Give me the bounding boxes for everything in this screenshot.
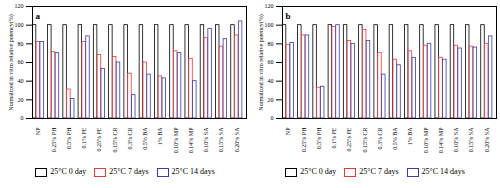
svg-text:0: 0 bbox=[21, 115, 24, 121]
svg-text:0.15% SA: 0.15% SA bbox=[468, 127, 474, 152]
svg-text:0.25% PE: 0.25% PE bbox=[346, 127, 352, 151]
html-text:25°C 0 day: 25°C 0 day bbox=[300, 167, 337, 177]
svg-text:0.5% BA: 0.5% BA bbox=[392, 127, 398, 150]
svg-text:0.25% PH: 0.25% PH bbox=[51, 127, 57, 152]
svg-text:0.15% SA: 0.15% SA bbox=[218, 127, 224, 152]
html-text:25°C 7 days: 25°C 7 days bbox=[359, 167, 399, 177]
svg-text:NP: NP bbox=[35, 127, 41, 135]
svg-text:b: b bbox=[286, 11, 291, 21]
svg-text:120: 120 bbox=[265, 3, 274, 9]
svg-text:0.3% CR: 0.3% CR bbox=[377, 128, 383, 150]
svg-text:0.3% CR: 0.3% CR bbox=[127, 128, 133, 150]
svg-text:100: 100 bbox=[15, 22, 24, 28]
svg-text:0.10% MP: 0.10% MP bbox=[173, 127, 179, 153]
svg-text:0.5% BA: 0.5% BA bbox=[142, 127, 148, 150]
svg-text:40: 40 bbox=[18, 78, 24, 84]
svg-text:0.5% PH: 0.5% PH bbox=[66, 127, 72, 149]
svg-text:0.20% SA: 0.20% SA bbox=[484, 127, 490, 152]
svg-text:Normalized in vitro relative p: Normalized in vitro relative potency(%) bbox=[8, 14, 15, 110]
svg-text:0.1% PE: 0.1% PE bbox=[81, 127, 87, 148]
svg-text:120: 120 bbox=[15, 3, 24, 9]
svg-text:80: 80 bbox=[268, 41, 274, 47]
svg-text:a: a bbox=[36, 11, 41, 21]
svg-text:0.5% PH: 0.5% PH bbox=[316, 127, 322, 149]
svg-text:60: 60 bbox=[268, 59, 274, 65]
svg-text:0.14% MP: 0.14% MP bbox=[438, 127, 444, 153]
svg-text:0.20% SA: 0.20% SA bbox=[234, 127, 240, 152]
html-text:25°C 0 day: 25°C 0 day bbox=[50, 167, 87, 177]
svg-text:20: 20 bbox=[18, 97, 24, 103]
svg-text:20: 20 bbox=[268, 97, 274, 103]
svg-text:0.25% PH: 0.25% PH bbox=[301, 127, 307, 152]
svg-text:1% BA: 1% BA bbox=[407, 127, 413, 146]
html-text:25°C 14 days: 25°C 14 days bbox=[421, 167, 465, 177]
svg-text:40: 40 bbox=[268, 78, 274, 84]
svg-text:0.14% MP: 0.14% MP bbox=[188, 127, 194, 153]
svg-text:1% BA: 1% BA bbox=[157, 127, 163, 146]
svg-text:NP: NP bbox=[285, 127, 291, 135]
svg-text:0: 0 bbox=[271, 115, 274, 121]
svg-text:0.25% PE: 0.25% PE bbox=[96, 127, 102, 151]
html-text:25°C 14 days: 25°C 14 days bbox=[171, 167, 215, 177]
svg-text:0.15% CR: 0.15% CR bbox=[362, 128, 368, 153]
svg-text:Normalized in vitro relative p: Normalized in vitro relative potency(%) bbox=[258, 14, 265, 110]
svg-text:0.15% CR: 0.15% CR bbox=[112, 128, 118, 153]
svg-text:80: 80 bbox=[18, 41, 24, 47]
svg-text:100: 100 bbox=[265, 22, 274, 28]
html-text:25°C 7 days: 25°C 7 days bbox=[109, 167, 149, 177]
svg-text:60: 60 bbox=[18, 59, 24, 65]
svg-text:0.10% SA: 0.10% SA bbox=[453, 127, 459, 152]
svg-text:0.1% PE: 0.1% PE bbox=[331, 127, 337, 148]
svg-text:0.10% MP: 0.10% MP bbox=[423, 127, 429, 153]
svg-text:0.10% SA: 0.10% SA bbox=[203, 127, 209, 152]
